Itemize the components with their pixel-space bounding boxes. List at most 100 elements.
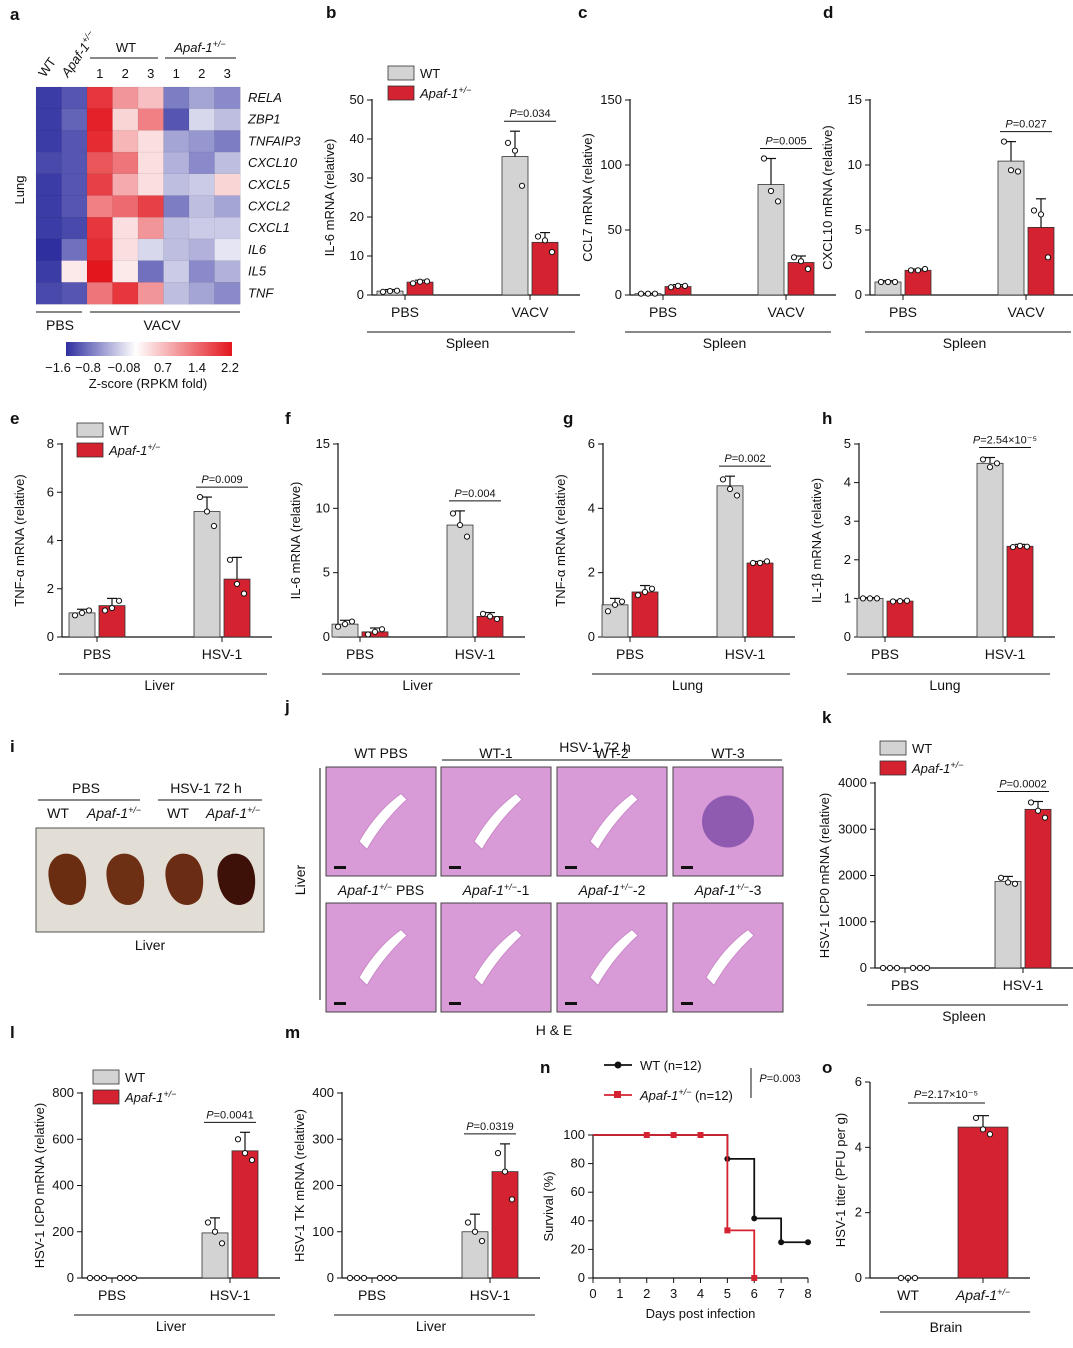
data-point	[886, 964, 894, 972]
data-point	[756, 559, 764, 567]
ko-label-sup: +/−	[458, 85, 471, 95]
group-vacv: VACV	[143, 317, 181, 333]
heatmap-cell	[61, 173, 88, 197]
bar	[976, 462, 1004, 638]
data-point	[416, 278, 424, 285]
chart-d: 0 5 10 15 CXCL10 mRNA (relative) PBS VACV P=0.0…	[820, 92, 1073, 351]
heatmap-cell	[214, 195, 241, 218]
bar	[1027, 226, 1055, 296]
p-value: P=2.17×10⁻⁵	[914, 1089, 978, 1101]
ko-label-sup: +/−	[950, 760, 963, 770]
x-tick-label: HSV-1	[985, 646, 1026, 662]
y-tick-label: 6	[588, 436, 595, 451]
heatmap-cell	[214, 130, 241, 153]
x-tick-label: 7	[778, 1286, 785, 1301]
y-axis-label: CXCL10 mRNA (relative)	[820, 125, 835, 270]
p-value: P=0.002	[724, 453, 765, 465]
data-point	[909, 964, 917, 972]
data-point	[376, 1274, 384, 1282]
y-tick-label: 30	[350, 170, 364, 185]
p-symbol: P	[1005, 119, 1013, 131]
data-point	[71, 612, 79, 619]
lesion	[702, 795, 754, 848]
gene-label: CXCL1	[248, 220, 290, 235]
data-point	[240, 590, 248, 597]
heatmap-cell	[86, 108, 113, 131]
colorbar-tick: −1.6	[45, 360, 71, 375]
colorbar-tick: −0.8	[75, 360, 101, 375]
data-point	[923, 964, 931, 972]
bar	[1006, 545, 1034, 638]
p-number: =0.005	[773, 136, 807, 148]
panel-label-a: a	[10, 5, 20, 24]
y-tick-label: 0	[855, 287, 862, 302]
heatmap-cell	[86, 86, 113, 110]
bar	[461, 1231, 489, 1279]
ko-label-text: Apaf-1	[108, 443, 147, 458]
heatmap-cell	[35, 130, 62, 153]
legend-swatch-ko	[92, 1089, 120, 1105]
p-number: =0.0002	[1007, 779, 1047, 791]
bar	[193, 511, 221, 638]
x-tick-label-ko: Apaf-1+/−	[955, 1287, 1010, 1303]
group-label: PBS	[72, 780, 100, 796]
x-tick-label: HSV-1	[202, 646, 243, 662]
col-label-ko: Apaf-1+/−	[57, 28, 100, 80]
y-tick-label: 15	[848, 92, 862, 107]
data-point	[101, 607, 109, 614]
chart-g: 0 2 4 6 TNF-α mRNA (relative) PBS HSV-1 P=0.002…	[553, 436, 795, 693]
data-point	[233, 580, 241, 588]
y-tick-label: 2	[47, 581, 54, 596]
x-tick-label: 8	[804, 1286, 811, 1301]
x-tick-label: HSV-1	[455, 646, 496, 662]
col-label-rep: 3	[224, 66, 231, 81]
y-tick-label: 4	[855, 1139, 862, 1154]
data-point	[464, 1219, 472, 1226]
y-tick-label: 2	[588, 565, 595, 580]
y-tick-label: 5	[844, 436, 851, 451]
y-tick-label: 20	[571, 1241, 585, 1256]
tile-title-ko: Apaf-1+/−-1	[462, 882, 530, 898]
scale-bar	[565, 1002, 577, 1005]
tile-title-ko: Apaf-1+/−-3	[694, 882, 762, 898]
heatmap-cell	[35, 173, 62, 197]
heatmap-cell	[214, 151, 241, 175]
heatmap-cell	[188, 86, 215, 110]
p-number: =0.004	[462, 488, 496, 500]
heatmap-cell	[214, 173, 241, 197]
heatmap-cell	[188, 260, 215, 283]
bar	[886, 600, 914, 638]
heatmap-cell	[35, 86, 62, 110]
ko-label-text: Apaf-1	[419, 86, 458, 101]
p-value: P=0.009	[201, 474, 242, 486]
data-point	[914, 267, 922, 274]
data-point	[548, 249, 556, 256]
data-point	[903, 597, 911, 604]
p-symbol: P	[999, 779, 1007, 791]
data-point	[641, 588, 649, 596]
y-tick-label: 2	[844, 552, 851, 567]
data-point	[471, 1228, 479, 1235]
data-point	[353, 1274, 361, 1282]
data-point	[346, 1274, 354, 1282]
y-tick-label: 80	[571, 1156, 585, 1171]
legend-label-ko: Apaf-1+/−	[419, 85, 471, 101]
vessel	[358, 792, 408, 851]
data-point	[774, 198, 782, 205]
data-point	[203, 508, 211, 515]
panel-label-n: n	[540, 1058, 550, 1077]
heatmap-cell	[61, 195, 88, 218]
heatmap-cell	[112, 108, 139, 131]
heatmap-cell	[137, 151, 164, 175]
legend-label-ko: Apaf-1+/−	[911, 760, 963, 776]
y-tick-label: 400	[312, 1085, 334, 1100]
p-symbol: P	[973, 435, 981, 447]
heatmap-cell	[188, 195, 215, 218]
y-tick-label: 150	[600, 92, 622, 107]
data-point	[804, 265, 812, 273]
data-point	[911, 1274, 919, 1282]
colorbar	[66, 342, 232, 356]
heatmap-cell	[188, 108, 215, 131]
caption: H & E	[536, 1022, 573, 1038]
y-tick-label: 4000	[838, 775, 867, 790]
